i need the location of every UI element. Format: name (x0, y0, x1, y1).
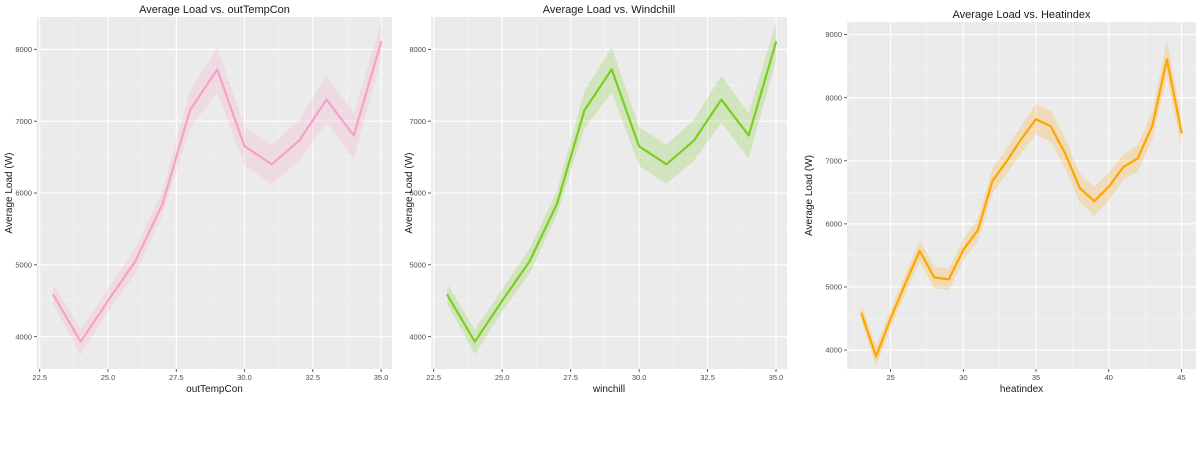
x-tick-label: 27.5 (563, 373, 578, 382)
y-tick-label: 6000 (15, 189, 32, 198)
chart-svg: 22.5 25.0 27.5 30.0 32.5 35.0 4000 5000 6000 7000… (404, 4, 787, 395)
y-tick-label: 4000 (15, 332, 32, 341)
confidence-band (53, 22, 382, 355)
x-tick-label: 30.0 (632, 373, 647, 382)
confidence-band (861, 40, 1182, 366)
chart-title: Average Load vs. Windchill (543, 4, 675, 16)
y-tick-label: 6000 (409, 189, 426, 198)
x-tick-label: 40 (1105, 373, 1113, 382)
y-tick-label: 4000 (409, 332, 426, 341)
confidence-band (447, 22, 776, 355)
y-tick-label: 5000 (15, 260, 32, 269)
series-line (446, 40, 778, 343)
chart-windchill: 22.5 25.0 27.5 30.0 32.5 35.0 4000 5000 6000 7000… (400, 0, 800, 412)
x-tick-label: 45 (1177, 373, 1185, 382)
y-tick-label: 5000 (409, 260, 426, 269)
chart-outtempcon: 22.5 25.0 27.5 30.0 32.5 35.0 4000 5000 6000 7000… (0, 0, 400, 412)
y-tick-label: 7000 (409, 117, 426, 126)
plot-panel (847, 22, 1196, 369)
chart-title: Average Load vs. outTempCon (139, 4, 290, 16)
series-line (860, 58, 1183, 358)
y-tick-label: 8000 (15, 45, 32, 54)
y-axis-label: Average Load (W) (404, 153, 415, 234)
y-tick-label: 7000 (825, 156, 842, 165)
x-tick-label: 35.0 (374, 373, 389, 382)
x-tick-label: 30.0 (237, 373, 252, 382)
y-tick-label: 6000 (825, 219, 842, 228)
x-axis-label: heatindex (1000, 384, 1043, 395)
x-tick-label: 25 (886, 373, 894, 382)
x-tick-label: 32.5 (306, 373, 321, 382)
y-axis-label: Average Load (W) (4, 153, 15, 234)
x-tick-label: 27.5 (169, 373, 184, 382)
chart-svg: 25 30 35 40 45 4000 5000 6000 7000 8000 9000 Averag… (804, 9, 1196, 395)
y-tick-label: 5000 (825, 283, 842, 292)
x-tick-label: 32.5 (700, 373, 715, 382)
y-tick-label: 4000 (825, 346, 842, 355)
series-line (52, 40, 383, 343)
y-tick-label: 7000 (15, 117, 32, 126)
x-tick-label: 35 (1032, 373, 1040, 382)
x-tick-label: 35.0 (769, 373, 784, 382)
chart-svg: 22.5 25.0 27.5 30.0 32.5 35.0 4000 5000 6000 7000… (4, 4, 392, 395)
x-tick-label: 25.0 (101, 373, 116, 382)
y-tick-label: 9000 (825, 30, 842, 39)
y-axis-label: Average Load (W) (804, 155, 815, 236)
y-tick-label: 8000 (825, 93, 842, 102)
x-axis-label: winchill (592, 384, 625, 395)
x-tick-label: 22.5 (426, 373, 441, 382)
chart-heatindex: 25 30 35 40 45 4000 5000 6000 7000 8000 9000 Averag… (800, 0, 1202, 412)
x-axis-label: outTempCon (186, 384, 243, 395)
y-tick-label: 8000 (409, 45, 426, 54)
x-tick-label: 30 (959, 373, 967, 382)
chart-title: Average Load vs. Heatindex (953, 9, 1091, 21)
x-tick-label: 25.0 (495, 373, 510, 382)
x-tick-label: 22.5 (32, 373, 47, 382)
